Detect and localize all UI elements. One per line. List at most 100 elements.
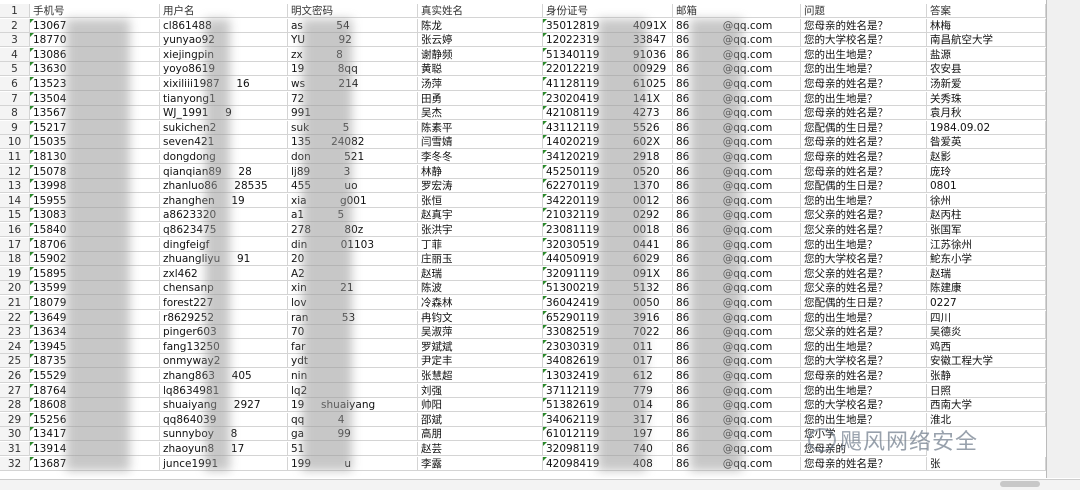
cell: 刘强 bbox=[418, 383, 543, 398]
blur-mask bbox=[598, 18, 646, 472]
row-number: 12 bbox=[0, 164, 30, 179]
cell: 您的大学校名是？ bbox=[801, 33, 927, 48]
scroll-thumb[interactable] bbox=[1000, 481, 1040, 487]
row-number: 11 bbox=[0, 150, 30, 164]
cell: 您配偶的生日是？ bbox=[801, 179, 927, 194]
cell: 张静 bbox=[927, 369, 1046, 383]
cell: 帅阳 bbox=[418, 398, 543, 413]
row-number: 10 bbox=[0, 135, 30, 150]
cell: 您母亲的姓名是？ bbox=[801, 106, 927, 121]
cell: 您母亲的姓名是？ bbox=[801, 456, 927, 471]
row-number: 17 bbox=[0, 237, 30, 252]
row-number: 3 bbox=[0, 33, 30, 48]
cell: 昝爱英 bbox=[927, 135, 1046, 150]
cell: 李露 bbox=[418, 456, 543, 471]
row-number: 20 bbox=[0, 281, 30, 296]
cell: 您配偶的生日是？ bbox=[801, 120, 927, 135]
cell: 您母亲的姓名是？ bbox=[801, 164, 927, 179]
cell: 陈素平 bbox=[418, 120, 543, 135]
cell: 日照 bbox=[927, 383, 1046, 398]
cell: 淮北 bbox=[927, 412, 1046, 427]
cell: 田勇 bbox=[418, 91, 543, 106]
row-number: 21 bbox=[0, 296, 30, 310]
column-header: 用户名 bbox=[160, 4, 288, 18]
cell: 您母亲的姓名是？ bbox=[801, 135, 927, 150]
cell: 尹定丰 bbox=[418, 354, 543, 369]
cell: 您父亲的姓名是？ bbox=[801, 223, 927, 237]
row-number: 1 bbox=[0, 4, 30, 18]
cell: 赵影 bbox=[927, 150, 1046, 164]
cell: 您配偶的生日是？ bbox=[801, 296, 927, 310]
cell: 1984.09.02 bbox=[927, 120, 1046, 135]
cell: 您的出生地是？ bbox=[801, 62, 927, 77]
vertical-scrollbar[interactable] bbox=[1047, 0, 1080, 478]
cell: 70 bbox=[288, 325, 418, 340]
cell: 您的大学校名是？ bbox=[801, 354, 927, 369]
cell: 关秀珠 bbox=[927, 91, 1046, 106]
cell: 张慧超 bbox=[418, 369, 543, 383]
cell: 罗宏涛 bbox=[418, 179, 543, 194]
blur-mask bbox=[690, 18, 742, 472]
column-header: 手机号 bbox=[30, 4, 160, 18]
horizontal-scrollbar[interactable] bbox=[0, 479, 1080, 490]
cell: 江苏徐州 bbox=[927, 237, 1046, 252]
cell: 赵真宇 bbox=[418, 208, 543, 223]
cell: 闫雪婧 bbox=[418, 135, 543, 150]
cell: 您父亲的姓名是？ bbox=[801, 266, 927, 281]
cell: 吴杰 bbox=[418, 106, 543, 121]
cell: 51 bbox=[288, 442, 418, 456]
column-header: 答案 bbox=[927, 4, 1046, 18]
cell: 您的大学校名是？ bbox=[801, 398, 927, 413]
cell: 林静 bbox=[418, 164, 543, 179]
cell: 安徽工程大学 bbox=[927, 354, 1046, 369]
column-header: 邮箱 bbox=[673, 4, 801, 18]
cell: 鸡西 bbox=[927, 339, 1046, 354]
cell: 您的出生地是？ bbox=[801, 310, 927, 325]
cell: 您的出生地是？ bbox=[801, 412, 927, 427]
row-number: 9 bbox=[0, 120, 30, 135]
cell: 谢静频 bbox=[418, 47, 543, 62]
column-header: 身份证号 bbox=[543, 4, 673, 18]
cell: 丁菲 bbox=[418, 237, 543, 252]
row-number: 18 bbox=[0, 252, 30, 267]
cell: far bbox=[288, 339, 418, 354]
row-number: 14 bbox=[0, 193, 30, 208]
cell: 您的出生地是？ bbox=[801, 91, 927, 106]
cell: 您的出生地是？ bbox=[801, 383, 927, 398]
cell: 赵瑞 bbox=[418, 266, 543, 281]
blur-mask bbox=[302, 18, 352, 472]
cell: 您父亲的姓名是？ bbox=[801, 208, 927, 223]
column-header: 问题 bbox=[801, 4, 927, 18]
cell: 赵瑞 bbox=[927, 266, 1046, 281]
cell: 陈建康 bbox=[927, 281, 1046, 296]
row-number: 15 bbox=[0, 208, 30, 223]
cell: 张恒 bbox=[418, 193, 543, 208]
cell: 汤萍 bbox=[418, 77, 543, 91]
cell: 庄丽玉 bbox=[418, 252, 543, 267]
row-number: 7 bbox=[0, 91, 30, 106]
cell: 您父亲的姓名是？ bbox=[801, 281, 927, 296]
cell: 吴淑萍 bbox=[418, 325, 543, 340]
row-number: 2 bbox=[0, 18, 30, 33]
watermark-icon bbox=[808, 428, 836, 452]
cell: 0801 bbox=[927, 179, 1046, 194]
cell: 张 bbox=[927, 456, 1046, 471]
cell: 72 bbox=[288, 91, 418, 106]
cell: 南昌航空大学 bbox=[927, 33, 1046, 48]
cell: 李冬冬 bbox=[418, 150, 543, 164]
row-number: 4 bbox=[0, 47, 30, 62]
cell: 吴德炎 bbox=[927, 325, 1046, 340]
row-number: 26 bbox=[0, 369, 30, 383]
cell: 农安县 bbox=[927, 62, 1046, 77]
blur-mask bbox=[205, 18, 230, 472]
row-number: 23 bbox=[0, 325, 30, 340]
spreadsheet: 1 2 3 4 5 6 7 8 9 10 11 12 13 14 15 16 17 18 19 20 21 22 23 24 2… bbox=[0, 0, 1047, 478]
cell: 冷森林 bbox=[418, 296, 543, 310]
cell: 张云婷 bbox=[418, 33, 543, 48]
cell: 邵斌 bbox=[418, 412, 543, 427]
cell: 高朋 bbox=[418, 427, 543, 442]
cell: 20 bbox=[288, 252, 418, 267]
cell: 庞玲 bbox=[927, 164, 1046, 179]
row-number: 27 bbox=[0, 383, 30, 398]
